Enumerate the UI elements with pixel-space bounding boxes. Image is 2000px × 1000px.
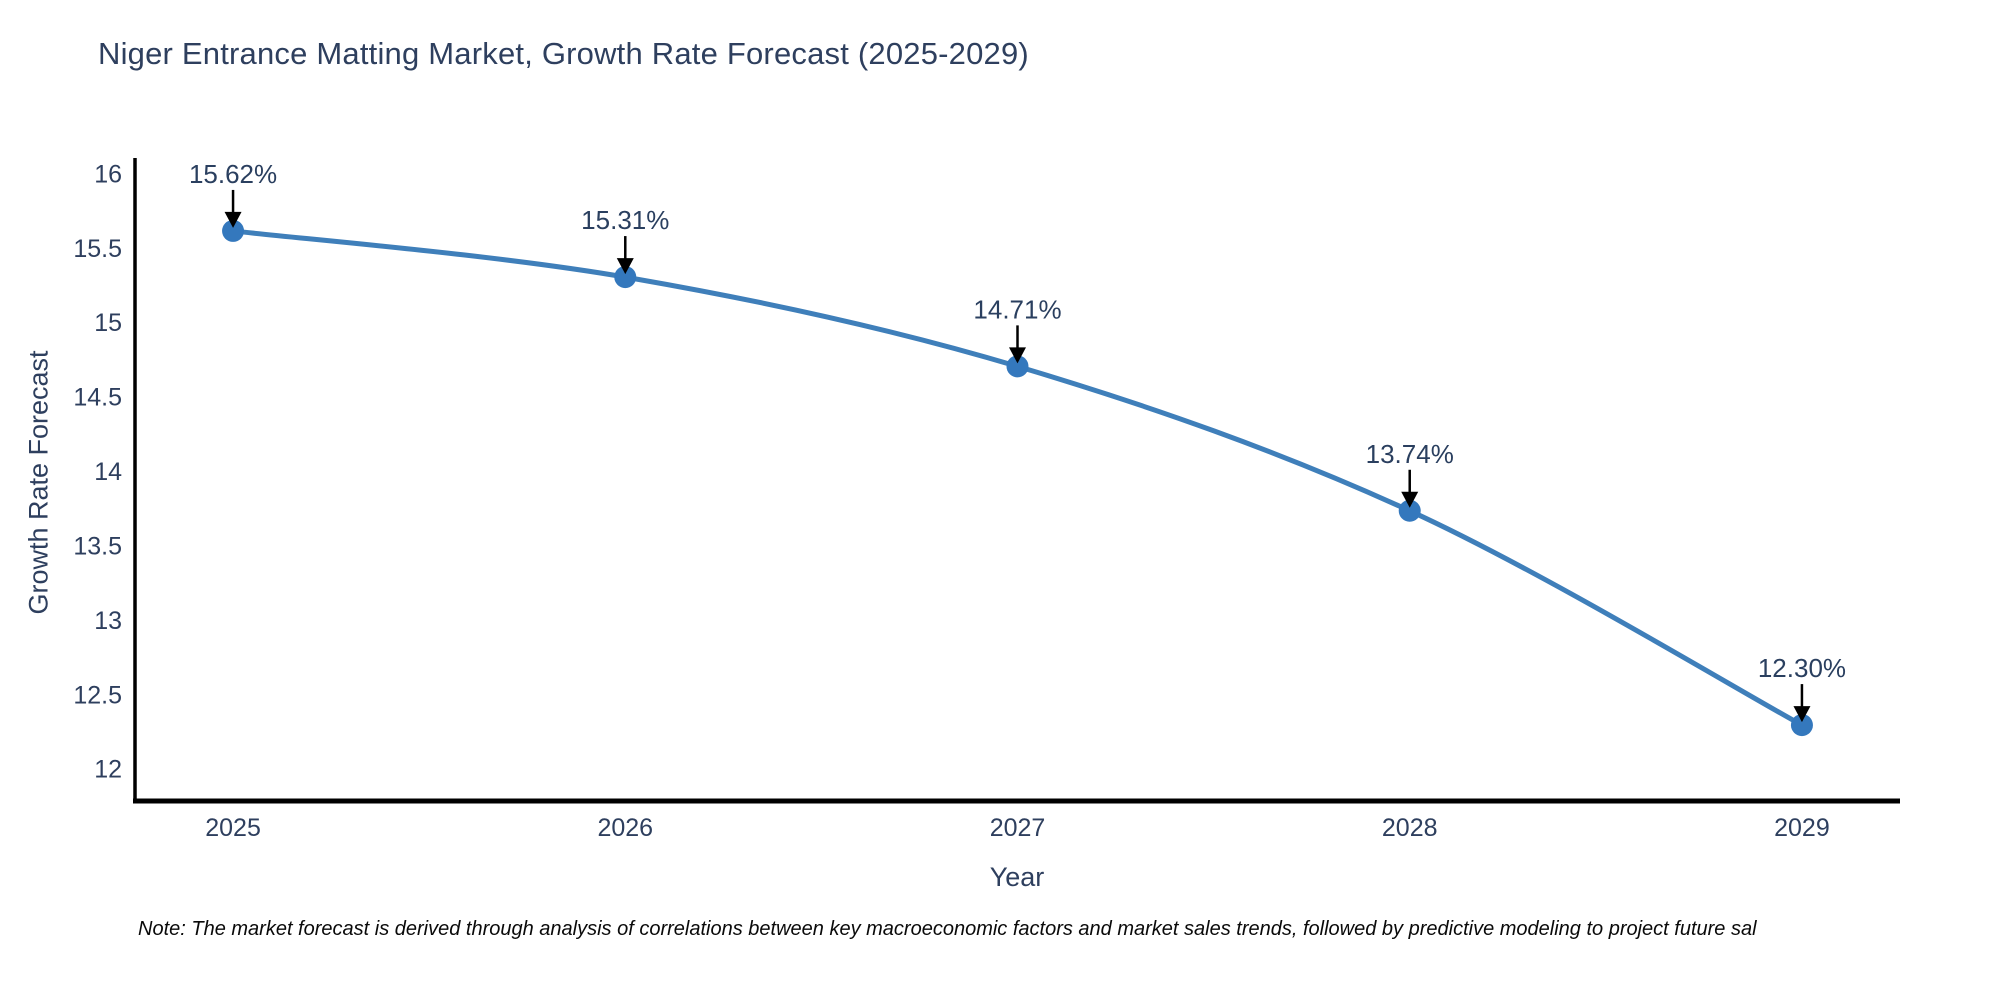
y-tick-label: 15.5	[73, 235, 122, 263]
data-point[interactable]	[1790, 714, 1813, 737]
chart-title: Niger Entrance Matting Market, Growth Ra…	[98, 36, 1029, 71]
footnote: Note: The market forecast is derived thr…	[138, 918, 1757, 940]
y-tick-label: 12.5	[73, 681, 122, 709]
data-point[interactable]	[1006, 355, 1029, 378]
annotation-arrowhead	[224, 211, 242, 228]
x-tick-label: 2026	[597, 814, 653, 842]
point-value-label: 12.30%	[1758, 653, 1846, 683]
data-point[interactable]	[222, 219, 245, 242]
y-tick-label: 15	[94, 309, 122, 337]
x-axis-title: Year	[989, 862, 1045, 892]
y-tick-label: 13	[94, 607, 122, 635]
y-tick-label: 14	[94, 458, 122, 486]
x-tick-label: 2029	[1774, 814, 1830, 842]
x-tick-label: 2027	[990, 814, 1046, 842]
x-tick-label: 2025	[205, 814, 261, 842]
point-value-label: 14.71%	[973, 294, 1061, 324]
data-point[interactable]	[614, 266, 637, 289]
x-tick-label: 2028	[1382, 814, 1438, 842]
annotation-arrowhead	[616, 258, 634, 275]
annotation-arrowhead	[1009, 347, 1026, 364]
data-point[interactable]	[1398, 499, 1421, 522]
point-value-label: 13.74%	[1366, 439, 1454, 469]
y-tick-label: 13.5	[73, 532, 122, 560]
annotation-arrowhead	[1401, 491, 1419, 508]
y-tick-label: 16	[94, 160, 122, 188]
annotation-arrowhead	[1793, 706, 1811, 723]
y-tick-label: 14.5	[73, 384, 122, 412]
y-tick-label: 12	[94, 756, 122, 784]
point-value-label: 15.62%	[189, 159, 277, 189]
y-axis-title: Growth Rate Forecast	[23, 350, 54, 615]
point-value-label: 15.31%	[581, 205, 669, 235]
